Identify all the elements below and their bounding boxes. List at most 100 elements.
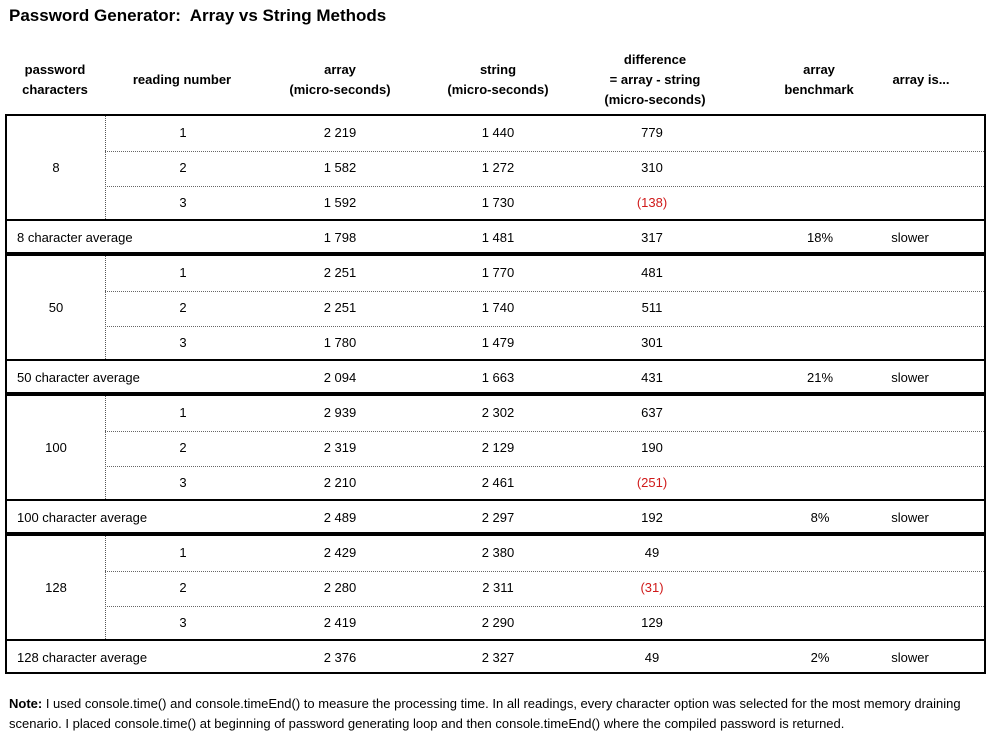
array-cell: 2 251 <box>323 265 357 280</box>
note-label: Note: <box>9 696 43 711</box>
difference-cell: 49 <box>644 545 660 560</box>
array-cell: 2 419 <box>323 615 357 630</box>
array-benchmark-cell: 2% <box>810 650 830 665</box>
array-cell: 2 251 <box>323 300 357 315</box>
string-cell: 1 740 <box>481 300 515 315</box>
array-is-cell: slower <box>891 510 929 525</box>
header-difference: difference = array - string (micro-secon… <box>604 52 706 107</box>
average-label: 128 character average <box>17 650 148 665</box>
table-row: 2 1 582 1 272 310 <box>105 151 984 187</box>
difference-cell: 129 <box>641 615 663 630</box>
table-row: 2 2 280 2 311 (31) <box>105 571 984 607</box>
difference-cell: 511 <box>641 300 663 315</box>
average-label: 50 character average <box>17 370 140 385</box>
average-difference-cell: 317 <box>641 230 663 245</box>
average-difference-cell: 192 <box>641 510 663 525</box>
difference-cell: 301 <box>641 335 663 350</box>
reading-number-cell: 3 <box>179 615 187 630</box>
reading-number-cell: 1 <box>179 545 187 560</box>
array-cell: 2 939 <box>323 405 357 420</box>
header-array-is: array is... <box>892 72 950 87</box>
table-row: 1 2 939 2 302 637 <box>105 396 984 432</box>
string-cell: 1 479 <box>481 335 515 350</box>
group-8-characters: 8 1 2 219 1 440 779 2 1 582 1 272 310 3 … <box>5 114 986 219</box>
array-is-cell: slower <box>891 230 929 245</box>
reading-number-cell: 2 <box>179 440 187 455</box>
string-cell: 2 311 <box>482 580 514 595</box>
reading-number-cell: 1 <box>179 125 187 140</box>
table-row: 1 2 429 2 380 49 <box>105 536 984 572</box>
table-row: 3 1 780 1 479 301 <box>105 326 984 361</box>
group-characters-label: 128 <box>7 536 106 639</box>
average-row-50: 50 character average 2 094 1 663 431 21%… <box>5 359 986 394</box>
group-128-characters: 128 1 2 429 2 380 49 2 2 280 2 311 (31) … <box>5 534 986 639</box>
string-cell: 1 440 <box>481 125 515 140</box>
array-cell: 1 592 <box>323 195 357 210</box>
string-cell: 2 461 <box>481 475 515 490</box>
average-difference-cell: 49 <box>644 650 660 665</box>
table-row: 1 2 251 1 770 481 <box>105 256 984 292</box>
average-row-100: 100 character average 2 489 2 297 192 8%… <box>5 499 986 534</box>
array-benchmark-cell: 18% <box>806 230 834 245</box>
array-cell: 2 210 <box>323 475 357 490</box>
average-row-128: 128 character average 2 376 2 327 49 2% … <box>5 639 986 674</box>
average-string-cell: 1 481 <box>481 230 515 245</box>
string-cell: 2 290 <box>481 615 515 630</box>
header-array: array (micro-seconds) <box>289 62 391 97</box>
reading-number-cell: 2 <box>179 580 187 595</box>
header-password-characters: password characters <box>22 62 88 97</box>
table-row: 2 2 251 1 740 511 <box>105 291 984 327</box>
page-title: Password Generator: Array vs String Meth… <box>9 6 387 25</box>
array-benchmark-cell: 21% <box>806 370 834 385</box>
string-cell: 1 770 <box>481 265 515 280</box>
average-difference-cell: 431 <box>641 370 663 385</box>
array-is-cell: slower <box>891 370 929 385</box>
average-row-8: 8 character average 1 798 1 481 317 18% … <box>5 219 986 254</box>
average-array-cell: 2 489 <box>323 510 357 525</box>
array-cell: 1 780 <box>323 335 357 350</box>
reading-number-cell: 1 <box>179 265 187 280</box>
array-is-cell: slower <box>891 650 929 665</box>
difference-cell: 190 <box>641 440 663 455</box>
table-row: 1 2 219 1 440 779 <box>105 116 984 152</box>
table-row: 3 2 210 2 461 (251) <box>105 466 984 501</box>
results-table: 8 1 2 219 1 440 779 2 1 582 1 272 310 3 … <box>5 114 986 674</box>
note-text: I used console.time() and console.timeEn… <box>9 696 961 731</box>
array-cell: 1 582 <box>323 160 357 175</box>
group-100-characters: 100 1 2 939 2 302 637 2 2 319 2 129 190 … <box>5 394 986 499</box>
average-array-cell: 2 376 <box>323 650 357 665</box>
reading-number-cell: 2 <box>179 160 187 175</box>
difference-cell: 637 <box>641 405 663 420</box>
average-string-cell: 2 327 <box>481 650 515 665</box>
string-cell: 1 272 <box>481 160 515 175</box>
group-characters-label: 8 <box>7 116 106 219</box>
header-string: string (micro-seconds) <box>447 62 549 97</box>
reading-number-cell: 1 <box>179 405 187 420</box>
table-row: 3 1 592 1 730 (138) <box>105 186 984 221</box>
average-label: 8 character average <box>17 230 133 245</box>
array-cell: 2 319 <box>323 440 357 455</box>
reading-number-cell: 3 <box>179 475 187 490</box>
difference-cell-negative: (251) <box>636 475 668 490</box>
average-label: 100 character average <box>17 510 148 525</box>
string-cell: 2 302 <box>481 405 515 420</box>
group-characters-label: 100 <box>7 396 106 499</box>
difference-cell-negative: (31) <box>640 580 664 595</box>
difference-cell: 779 <box>641 125 663 140</box>
string-cell: 2 380 <box>481 545 515 560</box>
string-cell: 2 129 <box>481 440 515 455</box>
array-cell: 2 280 <box>323 580 357 595</box>
group-characters-label: 50 <box>7 256 106 359</box>
difference-cell: 481 <box>641 265 663 280</box>
string-cell: 1 730 <box>481 195 515 210</box>
average-string-cell: 2 297 <box>481 510 515 525</box>
reading-number-cell: 2 <box>179 300 187 315</box>
header-array-benchmark: array benchmark <box>784 62 854 97</box>
array-benchmark-cell: 8% <box>810 510 830 525</box>
difference-cell: 310 <box>641 160 663 175</box>
array-cell: 2 219 <box>323 125 357 140</box>
header-reading-number: reading number <box>132 72 232 87</box>
table-row: 2 2 319 2 129 190 <box>105 431 984 467</box>
difference-cell-negative: (138) <box>636 195 668 210</box>
average-array-cell: 2 094 <box>323 370 357 385</box>
